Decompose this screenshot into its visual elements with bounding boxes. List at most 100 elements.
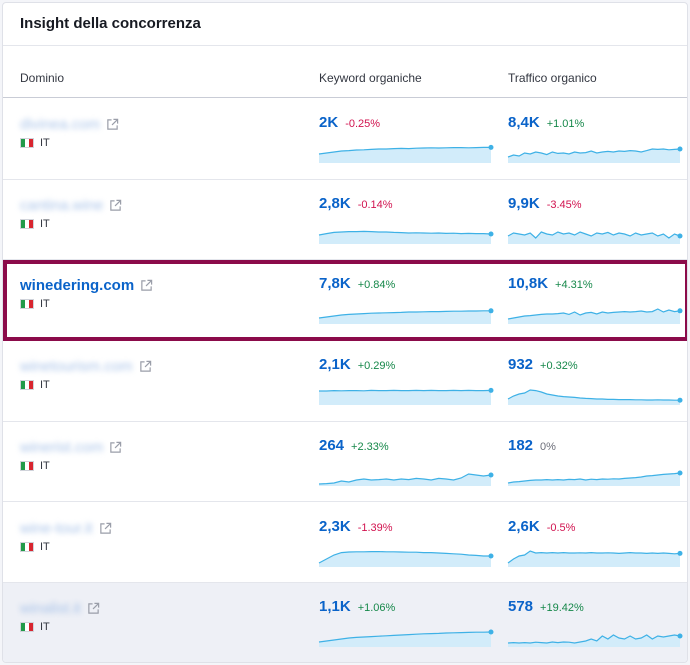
- traffic-metric: 8,4K +1.01%: [508, 114, 584, 131]
- external-link-icon[interactable]: [87, 602, 100, 615]
- keywords-value[interactable]: 2,3K: [319, 517, 351, 535]
- flag-italy-icon: [20, 380, 34, 391]
- keywords-change: +0.84%: [357, 279, 396, 292]
- external-link-icon[interactable]: [99, 522, 112, 535]
- table-row: winedering.com IT 7,8K +0.84% 10,8K +4.31%: [3, 260, 687, 342]
- keywords-change: +1.06%: [357, 602, 396, 615]
- domain-cell: wine-tour.it: [20, 520, 112, 537]
- sparkline-area: [319, 390, 491, 406]
- domain-link[interactable]: winalist.it: [20, 600, 81, 618]
- keywords-sparkline[interactable]: [318, 464, 495, 488]
- domain-link[interactable]: winedering.com: [20, 277, 135, 295]
- domain-link[interactable]: winetourism.com: [20, 358, 133, 376]
- traffic-value[interactable]: 8,4K: [508, 114, 540, 131]
- title-divider: [3, 45, 687, 46]
- traffic-value[interactable]: 578: [508, 598, 534, 616]
- keywords-sparkline[interactable]: [318, 141, 495, 165]
- keywords-sparkline[interactable]: [318, 302, 495, 326]
- keywords-change: -0.14%: [357, 198, 393, 211]
- keywords-metric: 2,1K +0.29%: [319, 356, 395, 373]
- sparkline-area: [319, 473, 491, 486]
- domain-link[interactable]: wine-tour.it: [20, 519, 93, 537]
- country-cell: IT: [20, 460, 50, 472]
- traffic-change: 0%: [540, 440, 556, 453]
- domain-cell: divinea.com: [20, 116, 119, 133]
- sparkline-endpoint: [488, 308, 494, 314]
- traffic-metric: 10,8K +4.31%: [508, 275, 593, 292]
- external-link-icon[interactable]: [139, 360, 152, 373]
- traffic-sparkline[interactable]: [507, 222, 684, 246]
- table-row: divinea.com IT 2K -0.25% 8,4K +1.01%: [3, 99, 687, 180]
- domain-cell: winetourism.com: [20, 358, 152, 375]
- country-cell: IT: [20, 541, 50, 553]
- sparkline-endpoint: [488, 629, 494, 635]
- sparkline-line: [507, 389, 680, 401]
- sparkline-line: [318, 230, 492, 236]
- domain-link[interactable]: winerist.com: [20, 438, 104, 456]
- keywords-value[interactable]: 1,1K: [319, 598, 351, 616]
- column-header-domain: Dominio: [20, 71, 65, 85]
- sparkline-endpoint: [677, 233, 683, 239]
- traffic-sparkline[interactable]: [507, 464, 684, 488]
- sparkline-endpoint: [677, 146, 683, 152]
- header-divider: [3, 97, 687, 98]
- keywords-value[interactable]: 7,8K: [319, 275, 351, 293]
- external-link-icon[interactable]: [109, 441, 122, 454]
- traffic-value[interactable]: 932: [508, 356, 534, 374]
- traffic-sparkline[interactable]: [507, 545, 684, 569]
- domain-cell: cantina.wine: [20, 197, 122, 214]
- domain-link[interactable]: divinea.com: [20, 116, 101, 133]
- traffic-value[interactable]: 9,9K: [508, 194, 540, 212]
- sparkline-endpoint: [488, 387, 494, 393]
- keywords-sparkline[interactable]: [318, 222, 495, 246]
- sparkline-endpoint: [677, 470, 683, 476]
- keywords-sparkline[interactable]: [319, 383, 495, 407]
- traffic-metric: 932 +0.32%: [508, 356, 578, 373]
- table-row: winetourism.com IT 2,1K +0.29% 932 +0.32%: [3, 341, 687, 422]
- external-link-icon[interactable]: [106, 118, 119, 131]
- column-header-keywords: Keyword organiche: [319, 71, 422, 85]
- country-code: IT: [40, 137, 50, 149]
- column-header-traffic: Traffico organico: [508, 71, 597, 85]
- sparkline-line: [318, 310, 491, 319]
- traffic-value[interactable]: 182: [508, 436, 534, 454]
- flag-italy-icon: [20, 622, 34, 633]
- table-row: winerist.com IT 264 +2.33% 182 0%: [3, 422, 687, 503]
- keywords-value[interactable]: 2K: [319, 114, 339, 131]
- traffic-sparkline[interactable]: [507, 141, 684, 165]
- sparkline-endpoint: [488, 231, 494, 237]
- country-code: IT: [40, 298, 50, 311]
- keywords-value[interactable]: 264: [319, 436, 345, 454]
- sparkline-line: [507, 549, 681, 563]
- domain-link[interactable]: cantina.wine: [20, 196, 104, 214]
- country-code: IT: [40, 379, 50, 392]
- traffic-change: -0.5%: [546, 521, 576, 534]
- sparkline-line: [507, 230, 681, 239]
- external-link-icon[interactable]: [140, 279, 153, 292]
- sparkline-endpoint: [488, 472, 494, 478]
- country-cell: IT: [20, 137, 50, 149]
- flag-italy-icon: [20, 541, 34, 552]
- sparkline-area: [319, 231, 491, 244]
- keywords-value[interactable]: 2,1K: [319, 356, 351, 374]
- traffic-metric: 9,9K -3.45%: [508, 195, 582, 212]
- keywords-sparkline[interactable]: [318, 625, 495, 649]
- traffic-value[interactable]: 10,8K: [508, 275, 549, 293]
- sparkline-endpoint: [677, 633, 683, 639]
- traffic-sparkline[interactable]: [507, 302, 684, 326]
- traffic-change: +0.32%: [540, 360, 578, 373]
- keywords-metric: 2,3K -1.39%: [319, 518, 393, 535]
- keywords-change: -0.25%: [345, 118, 381, 130]
- sparkline-line: [319, 389, 492, 392]
- sparkline-area: [319, 632, 491, 648]
- traffic-sparkline[interactable]: [507, 383, 684, 407]
- keywords-sparkline[interactable]: [318, 545, 495, 569]
- keywords-metric: 1,1K +1.06%: [319, 598, 395, 615]
- traffic-value[interactable]: 2,6K: [508, 517, 540, 535]
- external-link-icon[interactable]: [109, 199, 122, 212]
- traffic-sparkline[interactable]: [507, 625, 684, 649]
- traffic-metric: 2,6K -0.5%: [508, 518, 575, 535]
- traffic-change: +4.31%: [555, 279, 593, 292]
- keywords-value[interactable]: 2,8K: [319, 194, 351, 212]
